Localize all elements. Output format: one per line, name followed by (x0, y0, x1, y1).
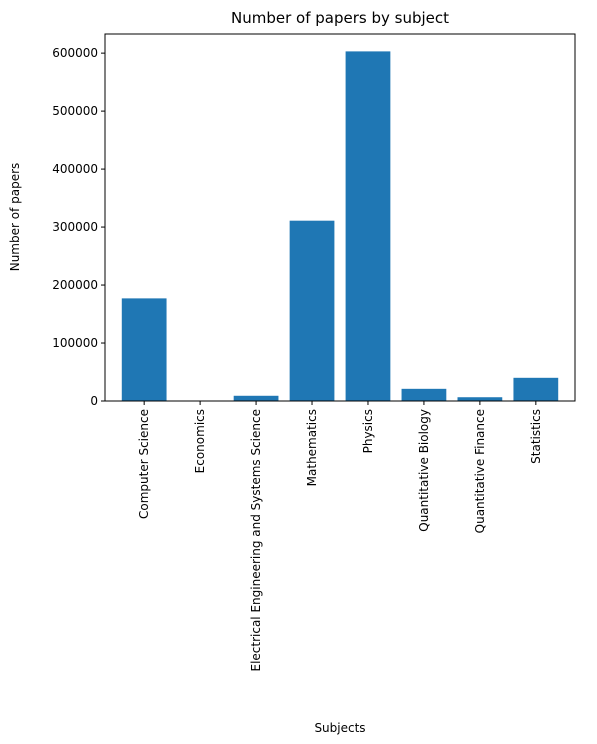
bar-mathematics (289, 220, 335, 401)
x-tick-label-quantitative-biology: Quantitative Biology (417, 409, 431, 532)
chart-title: Number of papers by subject (231, 9, 449, 27)
bar-computer-science (121, 298, 167, 401)
y-tick-label: 600000 (52, 46, 98, 60)
x-axis-label: Subjects (314, 721, 365, 735)
x-tick-label-mathematics: Mathematics (305, 409, 319, 486)
x-tick-label-statistics: Statistics (529, 409, 543, 464)
x-tick-label-electrical-engineering-and-systems-science: Electrical Engineering and Systems Scien… (249, 409, 263, 672)
y-tick-label: 500000 (52, 104, 98, 118)
y-tick-label: 400000 (52, 162, 98, 176)
x-tick-label-quantitative-finance: Quantitative Finance (473, 409, 487, 533)
y-tick-label: 200000 (52, 278, 98, 292)
bars-group (121, 51, 559, 401)
plot-frame (104, 33, 576, 402)
bar-physics (345, 51, 391, 401)
y-axis-label: Number of papers (8, 163, 22, 272)
x-tick-label-physics: Physics (361, 409, 375, 453)
y-tick-label: 300000 (52, 220, 98, 234)
bar-electrical-engineering-and-systems-science (233, 395, 279, 401)
bar-statistics (513, 377, 559, 401)
x-tick-label-economics: Economics (193, 409, 207, 473)
bar-quantitative-finance (457, 397, 503, 401)
x-tick-label-computer-science: Computer Science (137, 409, 151, 519)
y-tick-label: 100000 (52, 336, 98, 350)
bar-quantitative-biology (401, 388, 447, 401)
x-axis: Computer Science Economics Electrical Engi… (137, 401, 543, 672)
y-tick-label: 0 (90, 394, 98, 408)
y-axis: 0 100000 200000 300000 400000 500000 600000 (52, 46, 105, 408)
